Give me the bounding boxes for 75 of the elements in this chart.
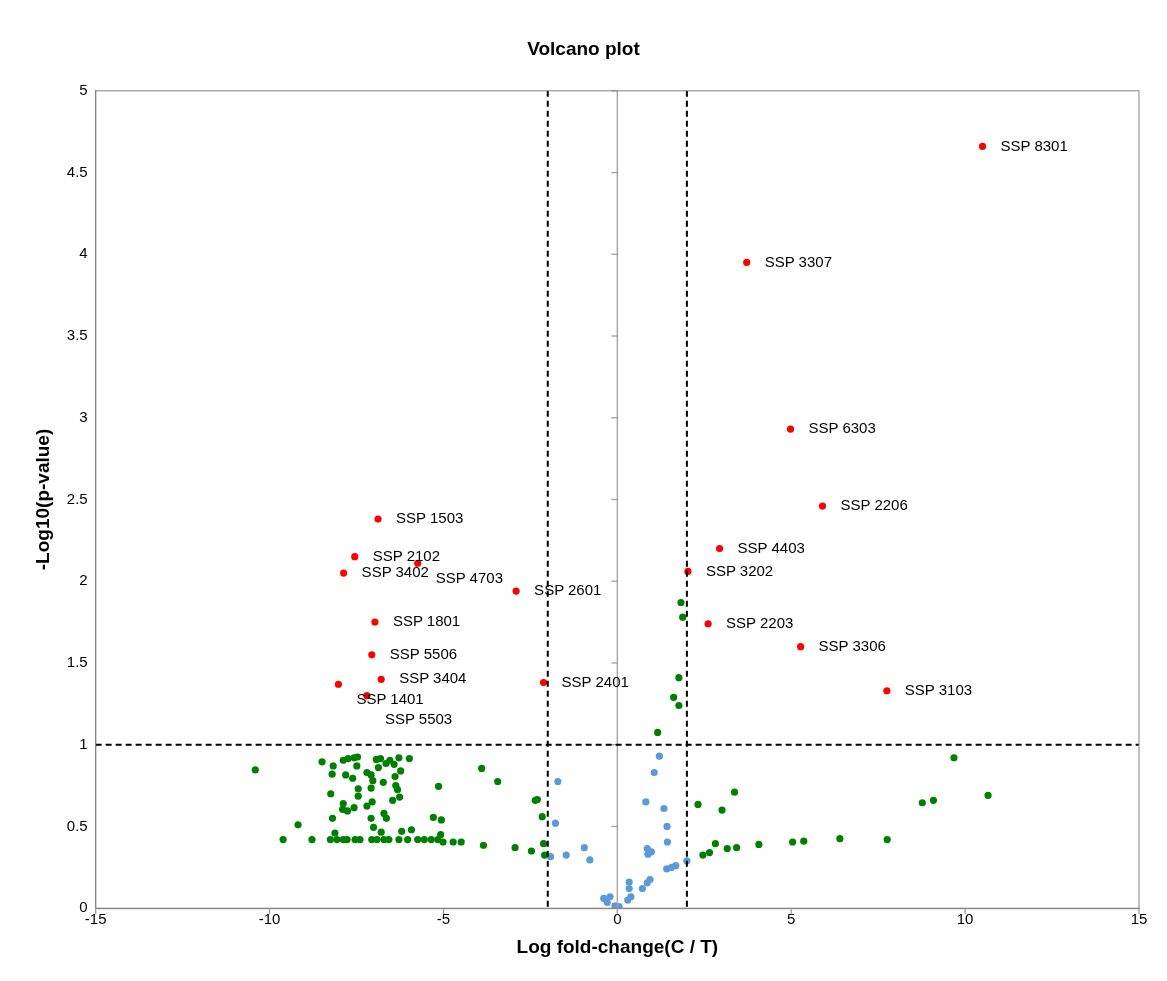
x-axis-title: Log fold-change(C / T) [516, 935, 719, 957]
point [704, 620, 712, 628]
chart-title: Volcano plot [527, 37, 641, 59]
point [340, 569, 348, 577]
y-tick-label: 4.5 [66, 162, 88, 180]
annotation: SSP 2401 [561, 672, 629, 690]
point [663, 822, 671, 831]
point [562, 851, 570, 859]
annotation: SSP 2102 [372, 546, 441, 564]
point [660, 804, 668, 813]
annotation: SSP 2206 [840, 496, 908, 514]
y-tick-label: 2.5 [66, 489, 88, 507]
point [642, 798, 650, 806]
annotation: SSP 6303 [808, 419, 876, 437]
point [743, 258, 751, 267]
point [883, 687, 891, 695]
point [334, 680, 342, 688]
annotation: SSP 4403 [737, 538, 805, 556]
point [540, 679, 548, 687]
point [371, 618, 379, 626]
y-tick-label: 0.5 [66, 816, 88, 834]
annotation: SSP 3402 [361, 563, 429, 581]
x-tick-label: 10 [956, 910, 974, 928]
y-tick-label: 3.5 [66, 326, 88, 344]
annotation: SSP 1401 [356, 690, 424, 708]
annotation: SSP 1503 [396, 509, 464, 527]
y-tick-label: 4 [79, 244, 88, 262]
point [655, 752, 664, 760]
x-tick-label: 5 [787, 910, 796, 928]
annotation: SSP 3103 [904, 680, 973, 698]
x-tick-label: 15 [1130, 910, 1148, 928]
y-tick-label: 1 [79, 734, 88, 752]
annotation: SSP 3202 [705, 561, 774, 579]
x-tick-label: 0 [613, 910, 622, 928]
annotation: SSP 5506 [389, 644, 458, 662]
point [650, 768, 658, 777]
point [580, 844, 588, 852]
point [797, 643, 805, 651]
x-tick-label: -10 [258, 910, 281, 928]
point [586, 856, 594, 864]
y-axis-title: -Log10(p-value) [31, 428, 53, 571]
point [377, 675, 385, 683]
point [978, 142, 987, 150]
annotation: SSP 4703 [435, 569, 503, 587]
point [606, 893, 614, 901]
annotation: SSP 2203 [726, 613, 794, 631]
annotation: SSP 1801 [392, 612, 461, 630]
annotation: SSP 5503 [384, 709, 453, 727]
y-tick-label: 3 [79, 407, 88, 425]
y-tick-label: 2 [79, 571, 88, 589]
annotation: SSP 3306 [818, 636, 886, 654]
point [663, 838, 672, 846]
point [672, 862, 680, 870]
point [818, 502, 827, 510]
point [603, 898, 611, 907]
point [351, 553, 359, 561]
point [368, 651, 376, 659]
annotation: SSP 3404 [399, 669, 467, 687]
point [374, 515, 382, 523]
y-tick-label: 1.5 [66, 653, 88, 671]
annotation: SSP 2601 [534, 581, 602, 599]
x-tick-label: -5 [436, 910, 451, 928]
point [715, 544, 724, 553]
y-tick-label: 5 [79, 80, 88, 98]
y-tick-label: 0 [79, 898, 88, 916]
point [786, 425, 795, 433]
point [551, 819, 560, 827]
annotation: SSP 3307 [764, 252, 832, 270]
point [638, 884, 646, 893]
annotation: SSP 8301 [1000, 136, 1068, 154]
point [512, 587, 520, 595]
point [554, 777, 562, 786]
point [546, 853, 555, 861]
point [625, 884, 633, 893]
point [625, 878, 633, 886]
